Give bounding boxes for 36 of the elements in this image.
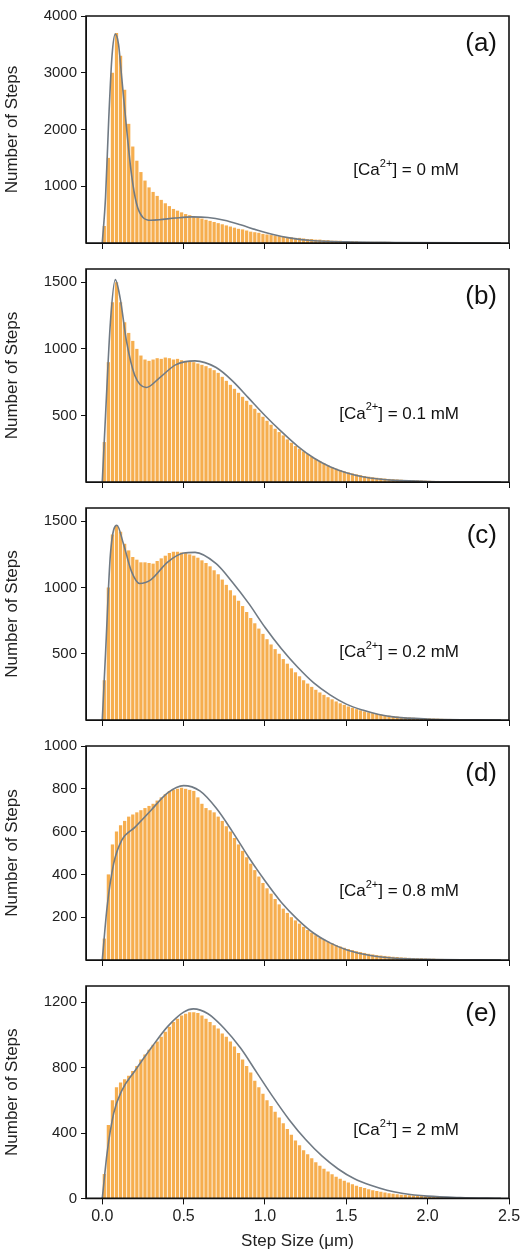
annotation: (b): [465, 280, 497, 311]
x-axis-title: Step Size (μm): [241, 1231, 354, 1251]
y-tick-label: 1000: [43, 577, 77, 595]
x-tick-label: 2.0: [416, 1207, 439, 1225]
x-tick-label: 2.5: [497, 1207, 521, 1225]
y-tick-label: 1500: [43, 272, 77, 290]
y-tick-label: 2000: [43, 119, 77, 137]
y-tick-label: 800: [51, 778, 77, 796]
x-tick-label: 1.5: [335, 1207, 358, 1225]
y-tick-label: 600: [51, 821, 77, 839]
y-tick-label: 400: [51, 864, 77, 882]
y-axis-title: Number of Steps: [1, 789, 21, 917]
y-tick-label: 0: [68, 1188, 77, 1206]
y-tick-label: 1200: [43, 992, 77, 1010]
x-tick-label: 0.5: [172, 1207, 195, 1225]
y-axis-title: Number of Steps: [1, 65, 21, 194]
y-tick-label: 1500: [43, 511, 77, 529]
y-tick-label: 200: [51, 907, 77, 925]
y-axis-title: Number of Steps: [1, 311, 21, 440]
annotation: (c): [466, 519, 498, 550]
y-tick-label: 1000: [43, 736, 77, 754]
y-axis-title: Number of Steps: [1, 1028, 21, 1156]
annotation: (a): [465, 27, 497, 58]
annotation: (d): [465, 757, 497, 788]
y-tick-label: 3000: [43, 62, 77, 80]
y-tick-label: 1000: [43, 176, 77, 194]
y-tick-label: 4000: [43, 6, 77, 24]
annotation: (e): [465, 997, 497, 1028]
y-tick-label: 500: [51, 405, 77, 423]
y-axis-title: Number of Steps: [1, 550, 21, 678]
x-tick-label: 0.0: [91, 1207, 114, 1225]
x-tick-label: 1.0: [253, 1207, 277, 1225]
y-tick-label: 800: [51, 1057, 77, 1075]
y-tick-label: 500: [51, 643, 77, 661]
y-tick-label: 1000: [43, 339, 77, 357]
y-tick-label: 400: [51, 1123, 77, 1141]
